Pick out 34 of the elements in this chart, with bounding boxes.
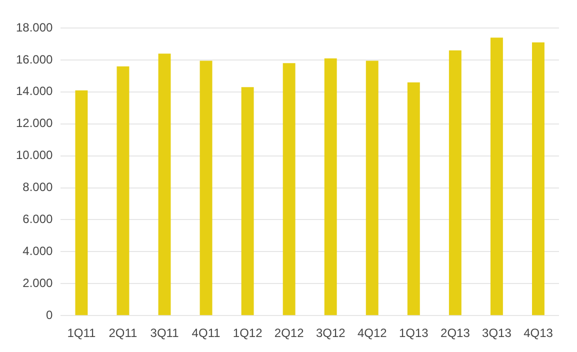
bar (75, 90, 88, 316)
bar (407, 82, 420, 316)
x-tick-label: 2Q11 (108, 326, 138, 340)
bar (241, 87, 254, 316)
y-tick-label: 10.000 (16, 148, 54, 162)
x-tick-label: 2Q12 (274, 326, 304, 340)
y-tick-label: 4.000 (22, 244, 54, 258)
x-tick-label: 2Q13 (440, 326, 470, 340)
y-tick-label: 12.000 (16, 116, 54, 130)
bar (324, 58, 337, 316)
y-tick-label: 14.000 (16, 84, 54, 98)
bar (366, 60, 378, 316)
y-tick-label: 6.000 (22, 212, 54, 226)
y-tick-label: 2.000 (22, 276, 54, 290)
bar (490, 38, 503, 316)
x-tick-label: 1Q11 (67, 326, 96, 340)
x-tick-label: 4Q11 (192, 326, 221, 340)
x-tick-label: 3Q11 (150, 326, 180, 340)
x-tick-label: 4Q12 (357, 326, 388, 340)
bar (200, 60, 212, 316)
x-tick-label: 4Q13 (524, 326, 554, 340)
y-tick-label: 18.000 (16, 20, 54, 34)
bar (158, 54, 171, 316)
bar (448, 50, 462, 316)
x-tick-label: 3Q12 (316, 326, 346, 340)
y-tick-label: 8.000 (22, 180, 54, 194)
x-tick-label: 3Q13 (482, 326, 512, 340)
bar (532, 42, 544, 316)
x-tick-label: 1Q13 (398, 326, 429, 340)
x-tick-label: 1Q12 (232, 326, 263, 340)
bar (116, 66, 130, 316)
y-tick-label: 16.000 (16, 52, 54, 66)
y-tick-label: 0 (46, 308, 54, 322)
bar (282, 63, 296, 316)
